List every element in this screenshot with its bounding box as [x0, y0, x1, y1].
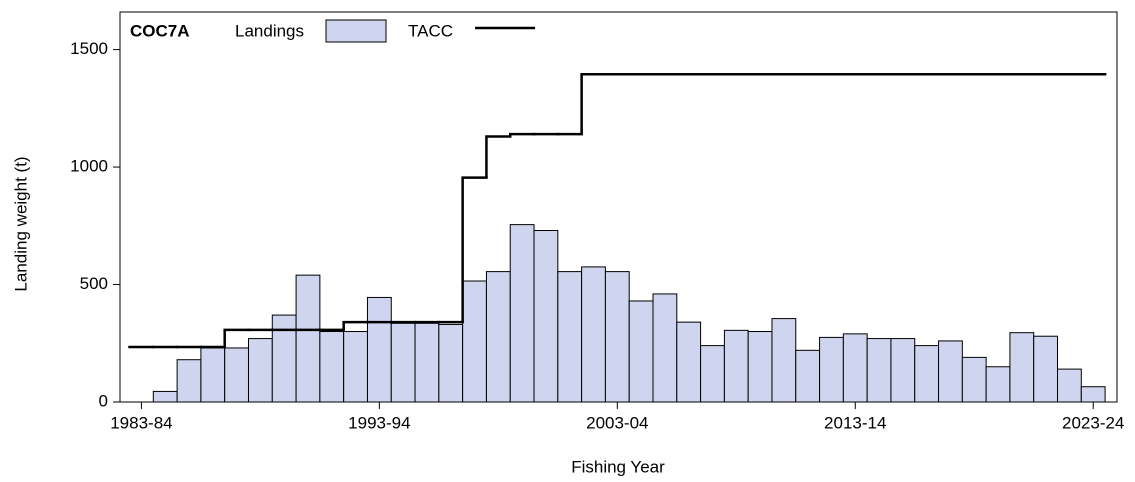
bar: [771, 318, 797, 403]
bar: [628, 300, 654, 403]
bar: [176, 359, 202, 403]
y-tick-label: 500: [80, 274, 108, 293]
bar: [795, 349, 821, 403]
bar: [319, 331, 345, 403]
bar: [152, 390, 178, 403]
bar: [676, 321, 702, 403]
legend-label: Landings: [235, 21, 304, 40]
bar: [700, 345, 725, 403]
bar: [271, 314, 297, 403]
bar: [1009, 332, 1035, 403]
bar: [1080, 386, 1106, 403]
bar: [224, 347, 249, 403]
bar: [581, 266, 606, 403]
bar: [842, 333, 868, 403]
bar: [390, 322, 416, 403]
bar: [866, 338, 892, 403]
bar: [533, 229, 559, 403]
bar: [200, 347, 226, 403]
bar: [414, 322, 440, 403]
bar: [723, 329, 749, 403]
bar: [485, 271, 511, 403]
x-tick-label: 1983-84: [110, 413, 172, 432]
y-tick-label: 1000: [70, 157, 108, 176]
plot-frame: [119, 11, 1118, 403]
y-axis-label: Landing weight (t): [11, 156, 30, 291]
x-tick-label: 2003-04: [586, 413, 648, 432]
bar: [961, 356, 987, 403]
x-tick-label: 2013-14: [824, 413, 886, 432]
y-tick-label: 1500: [70, 39, 108, 58]
bar: [652, 293, 678, 403]
y-tick-label: 0: [99, 391, 108, 410]
bar: [509, 224, 535, 403]
bar: [985, 366, 1011, 403]
bar: [247, 338, 273, 403]
bar: [819, 336, 844, 403]
bar: [366, 296, 392, 403]
bar: [938, 340, 963, 403]
bar: [438, 323, 464, 403]
legend-swatch: [325, 19, 387, 43]
x-axis-label: Fishing Year: [571, 457, 665, 476]
bar: [295, 274, 321, 403]
bar: [604, 271, 630, 403]
annotation: COC7A: [130, 21, 190, 40]
bar: [1033, 335, 1059, 403]
bar: [890, 338, 916, 403]
x-tick-label: 2023-24: [1062, 413, 1124, 432]
bar: [557, 271, 583, 403]
bar: [747, 331, 773, 403]
bar: [462, 280, 487, 403]
bar: [343, 331, 368, 403]
legend-label: TACC: [408, 21, 453, 40]
x-tick-label: 1993-94: [348, 413, 410, 432]
bar: [1057, 368, 1082, 403]
bar: [914, 345, 940, 403]
